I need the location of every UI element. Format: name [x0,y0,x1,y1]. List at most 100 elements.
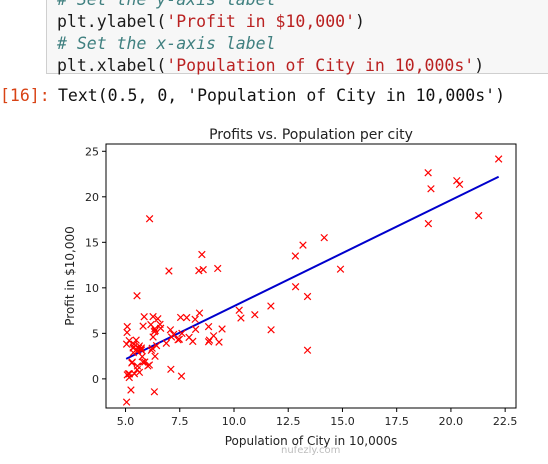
data-point-stroke [156,324,165,332]
chart-title: Profits vs. Population per city [209,127,413,143]
regression-line-group [125,175,500,360]
data-point [218,325,226,333]
data-point-stroke [165,267,173,275]
data-point-stroke [139,322,147,330]
data-point [237,314,245,322]
data-point-stroke [133,362,142,370]
data-point [195,309,204,317]
data-point-stroke [151,352,159,361]
data-point [424,219,433,228]
x-tick-label: 20.0 [439,415,464,428]
data-point-stroke [198,250,206,259]
x-tick-label: 7.5 [171,415,189,428]
data-point-stroke [149,333,157,341]
data-point [140,313,148,321]
data-point-stroke [147,346,156,355]
data-point-stroke [267,326,275,334]
data-point-stroke [130,340,138,348]
y-tick-label: 10 [85,282,99,295]
code-fn: plt.xlabel( [57,56,167,75]
data-point [320,233,328,242]
data-point [177,372,186,380]
data-point [122,398,131,406]
data-point [191,315,199,324]
code-fn: plt.ylabel( [57,12,167,31]
data-point-stroke [424,219,433,228]
watermark: nufezly.com [281,445,341,456]
data-point [474,211,483,220]
data-point [149,333,157,341]
data-point [195,266,203,275]
data-point [147,320,155,329]
data-point [209,332,218,340]
data-point-stroke [150,327,159,336]
y-tick-label: 0 [92,373,99,386]
data-point [148,344,156,352]
data-point-stroke [122,340,131,348]
data-point [235,306,243,314]
data-point-stroke [150,388,159,396]
data-point [125,336,133,345]
data-point-stroke [427,185,435,193]
code-paren: ) [355,12,365,31]
data-point-stroke [141,358,149,366]
data-point [139,322,147,330]
data-point [204,338,213,346]
code-xlabel-call: plt.xlabel('Population of City in 10,000… [57,55,484,77]
data-point-stroke [137,344,146,352]
data-point-stroke [123,322,131,331]
data-point [133,362,142,370]
data-point-stroke [213,264,222,273]
y-tick-label: 15 [85,236,99,249]
data-point-stroke [125,336,133,345]
y-axis-label: Profit in $10,000 [63,226,77,326]
data-point [165,267,173,275]
output-text: Text(0.5, 0, 'Population of City in 10,0… [58,86,506,105]
data-point [139,358,147,366]
data-points [122,155,503,406]
data-point [130,340,138,348]
data-point-stroke [167,365,175,374]
data-point-stroke [167,333,176,341]
data-point-stroke [145,215,154,223]
data-point-stroke [336,265,345,273]
data-point [129,348,138,357]
data-point [182,313,191,322]
data-point [336,265,345,273]
data-point-stroke [132,336,140,344]
regression-line [125,175,500,360]
data-point [150,388,159,396]
data-point [122,340,131,348]
data-point [213,264,222,273]
data-point-stroke [424,169,432,177]
data-point-stroke [299,241,307,249]
data-point-stroke [218,325,226,333]
data-point [151,352,159,361]
data-point-stroke [455,180,464,189]
code-cell[interactable]: # Set the y-axis label plt.ylabel('Profi… [46,0,548,77]
data-point [291,252,300,260]
data-point-stroke [267,302,275,310]
code-string: 'Population of City in 10,000s' [166,56,475,75]
data-point-stroke [176,313,185,322]
data-point-stroke [237,314,245,322]
data-point-stroke [189,337,197,346]
data-point-stroke [151,325,159,333]
data-point-stroke [139,358,147,366]
data-point [154,315,162,323]
code-paren: ) [474,56,485,75]
data-point-stroke [204,338,213,346]
data-point [167,365,175,374]
data-point [174,336,182,344]
data-point-stroke [474,211,483,220]
data-point [178,329,186,338]
code-comment-xlabel: # Set the x-axis label [57,34,276,53]
data-point-stroke [127,386,135,394]
data-point-stroke [303,346,312,354]
data-point [427,185,435,193]
y-tick-label: 5 [92,327,99,340]
data-point-stroke [204,322,213,331]
x-tick-label: 22.5 [493,415,518,428]
data-point-stroke [154,315,162,323]
data-point [162,339,171,347]
